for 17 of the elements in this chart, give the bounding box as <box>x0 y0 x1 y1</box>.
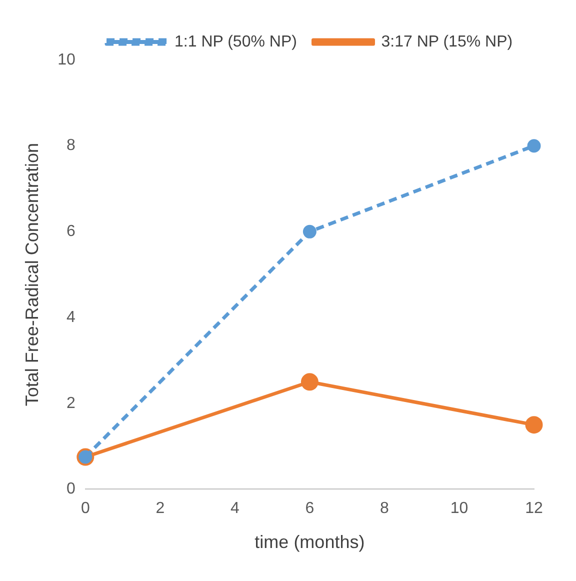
x-axis-title: time (months) <box>254 532 365 552</box>
y-tick-label: 4 <box>66 308 76 326</box>
legend-label: 3:17 NP (15% NP) <box>381 33 513 50</box>
legend-label: 1:1 NP (50% NP) <box>174 33 297 50</box>
y-tick-label: 8 <box>66 137 76 154</box>
x-tick-label: 6 <box>305 500 314 518</box>
x-tick-label: 12 <box>525 500 543 518</box>
x-tick-label: 10 <box>450 500 468 518</box>
y-tick-label: 6 <box>66 223 76 240</box>
x-tick-label: 2 <box>156 500 165 518</box>
y-axis-title: Total Free-Radical Concentration <box>22 143 42 406</box>
x-tick-label: 8 <box>380 500 390 518</box>
y-tick-label: 10 <box>58 51 76 68</box>
y-tick-label: 2 <box>66 394 76 412</box>
y-tick-label: 0 <box>66 480 76 498</box>
x-tick-label: 4 <box>230 500 240 518</box>
x-tick-label: 0 <box>80 500 90 518</box>
